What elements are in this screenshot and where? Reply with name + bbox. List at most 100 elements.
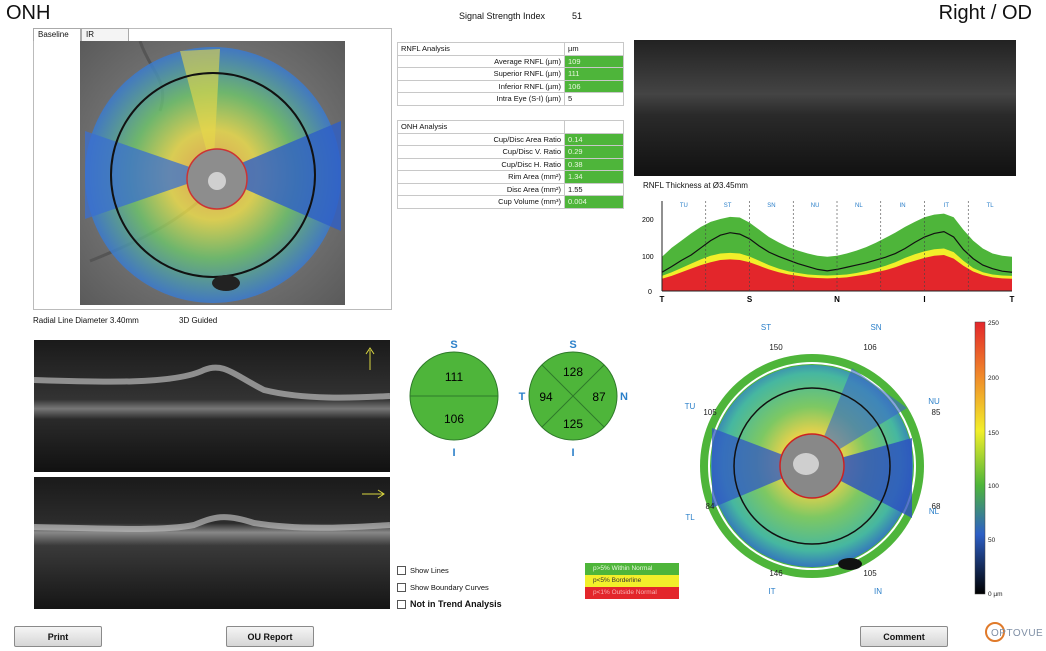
sector-it-value: 146 bbox=[769, 569, 783, 578]
onh-row-label: Cup/Disc H. Ratio bbox=[397, 157, 565, 171]
x-tick-i: I bbox=[923, 295, 925, 304]
onh-row-label: Cup Volume (mm³) bbox=[397, 195, 565, 209]
tab-ir[interactable]: IR bbox=[81, 28, 129, 41]
not-in-trend-option[interactable]: Not in Trend Analysis bbox=[397, 599, 502, 609]
quad-t-value: 94 bbox=[539, 390, 553, 404]
sector-tu-label: TU bbox=[685, 402, 696, 411]
quad-t-label: T bbox=[519, 391, 526, 403]
ssi-value: 51 bbox=[572, 11, 583, 21]
onh-row-label: Disc Area (mm²) bbox=[397, 182, 565, 196]
rnfl-row-label: Superior RNFL (µm) bbox=[397, 67, 565, 81]
scale-tick-0: 0 µm bbox=[988, 591, 1003, 598]
onh-row-label: Cup/Disc Area Ratio bbox=[397, 132, 565, 146]
onh-row: Cup/Disc Area Ratio 0.14 bbox=[397, 132, 624, 146]
sector-nl-value: 68 bbox=[932, 502, 941, 511]
bscan-overlay-2 bbox=[33, 489, 391, 532]
onh-row-value: 1.55 bbox=[564, 182, 624, 196]
rnfl-row: Intra Eye (S-I) (µm) 5 bbox=[397, 92, 624, 106]
hemi-inferior-value: 106 bbox=[444, 412, 464, 426]
rnfl-analysis-table: RNFL Analysis µm Average RNFL (µm) 109 Supe… bbox=[397, 42, 624, 106]
legend-outside-normal: p<1% Outside Normal bbox=[585, 587, 679, 599]
sector-tl-label: TL bbox=[685, 513, 695, 522]
scale-tick-50: 50 bbox=[988, 537, 996, 544]
rnfl-row-label: Average RNFL (µm) bbox=[397, 54, 565, 68]
sector-label-tl: TL bbox=[987, 203, 995, 209]
y-tick-100: 100 bbox=[642, 254, 654, 261]
rnfl-table-header: RNFL Analysis bbox=[397, 42, 565, 56]
onh-row-value: 0.29 bbox=[564, 145, 624, 159]
quad-i-label: I bbox=[571, 447, 574, 459]
rnfl-row-label: Inferior RNFL (µm) bbox=[397, 79, 565, 93]
print-button-label: Print bbox=[47, 631, 69, 642]
hemi-superior-value: 111 bbox=[445, 370, 464, 384]
sector-st-value: 150 bbox=[769, 343, 783, 352]
oct-circle-scan-image bbox=[634, 40, 1016, 176]
not-in-trend-checkbox[interactable] bbox=[397, 599, 406, 609]
mode-label: 3D Guided bbox=[179, 316, 218, 325]
sector-label-tu: TU bbox=[680, 203, 688, 209]
optovue-logo: OPTOVUE bbox=[984, 619, 1044, 648]
show-lines-option[interactable]: Show Lines bbox=[397, 566, 449, 575]
sector-label-sn: SN bbox=[767, 203, 775, 209]
sector-label-it: IT bbox=[944, 203, 950, 209]
scale-tick-100: 100 bbox=[988, 483, 999, 490]
thickness-color-scale: 250 200 150 100 50 0 µm bbox=[974, 320, 1003, 598]
x-tick-s: S bbox=[747, 295, 753, 304]
ou-report-button[interactable]: OU Report bbox=[226, 626, 314, 647]
onh-row: Cup/Disc H. Ratio 0.38 bbox=[397, 157, 624, 171]
rnfl-row-value: 109 bbox=[564, 54, 624, 68]
rnfl-thickness-label: RNFL Thickness at Ø3.45mm bbox=[643, 181, 748, 190]
legend-within-normal: p>5% Within Normal bbox=[585, 563, 679, 575]
tsnit-chart: 200 100 0 TU ST SN NU NL IN IT TLT S N I T bbox=[642, 201, 1015, 304]
sector-it-label: IT bbox=[768, 587, 775, 596]
rnfl-row-value: 106 bbox=[564, 79, 624, 93]
rnfl-row-value: 111 bbox=[564, 67, 624, 81]
onh-analysis-table: ONH Analysis Cup/Disc Area Ratio 0.14 Cup/… bbox=[397, 120, 624, 209]
logo-mark: OPTOVUE bbox=[985, 622, 1043, 642]
comment-button-label: Comment bbox=[883, 631, 925, 642]
onh-row-value: 0.38 bbox=[564, 157, 624, 171]
rnfl-row: Average RNFL (µm) 109 bbox=[397, 54, 624, 68]
not-in-trend-label: Not in Trend Analysis bbox=[410, 599, 502, 609]
sector-tl-value: 84 bbox=[706, 502, 715, 511]
rnfl-row: Superior RNFL (µm) 111 bbox=[397, 67, 624, 81]
sector-label-st: ST bbox=[724, 203, 732, 209]
tab-baseline[interactable]: Baseline bbox=[33, 28, 81, 41]
tab-ir-label: IR bbox=[86, 30, 94, 39]
x-tick-n: N bbox=[834, 295, 840, 304]
hemi-sector-map: S 111 106 I bbox=[409, 339, 499, 459]
fundus-thickness-image bbox=[80, 41, 345, 305]
logo-text: OPTOVUE bbox=[991, 628, 1043, 639]
scan-type-title: ONH bbox=[6, 2, 51, 24]
onh-row: Cup/Disc V. Ratio 0.29 bbox=[397, 145, 624, 159]
onh-row: Cup Volume (mm³) 0.004 bbox=[397, 195, 624, 209]
fundus-overlay bbox=[85, 41, 341, 303]
quad-s-value: 128 bbox=[563, 365, 583, 379]
show-boundary-label: Show Boundary Curves bbox=[410, 583, 489, 592]
rnfl-row-label: Intra Eye (S-I) (µm) bbox=[397, 92, 565, 106]
sector-st-label: ST bbox=[761, 323, 771, 332]
sector-nl-label: NL bbox=[929, 507, 940, 516]
quad-s-label: S bbox=[569, 339, 576, 351]
sector-label-nu: NU bbox=[811, 203, 820, 209]
quad-n-label: N bbox=[620, 391, 628, 403]
onh-row-label: Rim Area (mm²) bbox=[397, 170, 565, 184]
sector-nu-value: 85 bbox=[932, 408, 941, 417]
legend-borderline: p<5% Borderline bbox=[585, 575, 679, 587]
onh-row: Rim Area (mm²) 1.34 bbox=[397, 170, 624, 184]
sector-label-nl: NL bbox=[855, 203, 863, 209]
x-tick-t: T bbox=[660, 295, 665, 304]
quadrant-sector-map: S T N 128 94 87 125 I bbox=[519, 339, 628, 459]
rnfl-row-value: 5 bbox=[564, 92, 624, 106]
sector-label-in: IN bbox=[900, 203, 906, 209]
comment-button[interactable]: Comment bbox=[860, 626, 948, 647]
sector-tu-value: 105 bbox=[703, 408, 717, 417]
bscan-overlay-1 bbox=[33, 347, 391, 401]
sector-sn-value: 106 bbox=[863, 343, 877, 352]
y-tick-200: 200 bbox=[642, 217, 654, 224]
ssi-label: Signal Strength Index bbox=[459, 11, 546, 21]
show-boundary-option[interactable]: Show Boundary Curves bbox=[397, 583, 489, 592]
show-boundary-checkbox[interactable] bbox=[397, 583, 406, 592]
print-button[interactable]: Print bbox=[14, 626, 102, 647]
show-lines-checkbox[interactable] bbox=[397, 566, 406, 575]
